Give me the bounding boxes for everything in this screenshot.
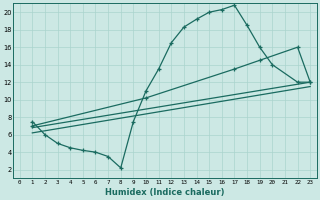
X-axis label: Humidex (Indice chaleur): Humidex (Indice chaleur): [105, 188, 225, 197]
